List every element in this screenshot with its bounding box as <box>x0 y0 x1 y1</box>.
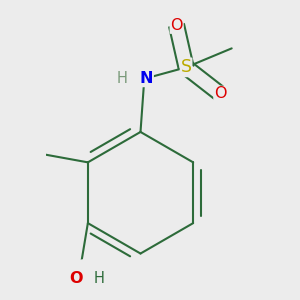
Text: O: O <box>214 86 226 101</box>
Text: O: O <box>170 18 183 33</box>
Text: H: H <box>116 71 127 86</box>
Text: H: H <box>94 271 105 286</box>
Text: O: O <box>70 271 83 286</box>
Text: S: S <box>181 58 192 76</box>
Text: N: N <box>140 71 153 86</box>
Circle shape <box>65 259 103 297</box>
Circle shape <box>118 65 144 92</box>
